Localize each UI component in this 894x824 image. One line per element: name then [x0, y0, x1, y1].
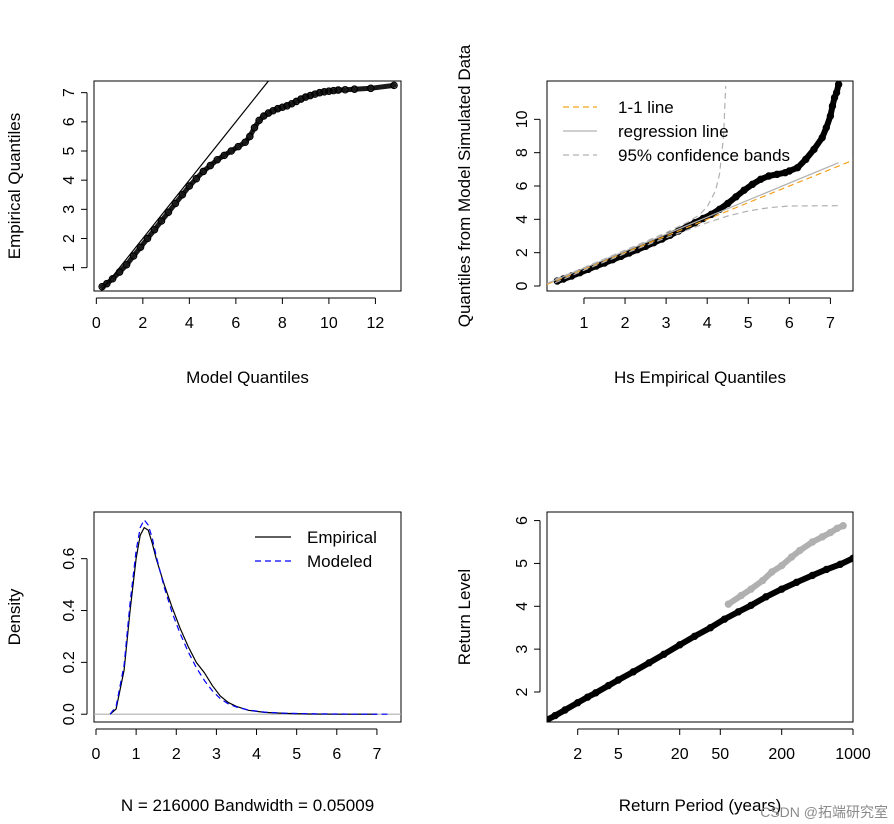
series-line-95-lower-band: [554, 205, 839, 284]
y-tick-label: 3: [61, 205, 78, 214]
y-axis-title: Density: [5, 588, 24, 645]
x-tick-label: 3: [212, 746, 221, 763]
x-tick-label: 4: [185, 315, 194, 332]
panel-qq-simulated-vs-empirical: 1 2 3 4 5 6 7 0 2 4 6 8 10 Hs Empirical Quantiles Quan…: [455, 44, 854, 387]
legend: 1-1 line regression line 95% confidence ba…: [563, 98, 790, 165]
point-cluster: [99, 82, 397, 290]
x-tick-label: 0: [92, 746, 101, 763]
x-tick-label: 2: [172, 746, 181, 763]
x-tick-label: 3: [662, 315, 671, 332]
x-tick-label: 4: [252, 746, 261, 763]
y-tick-label: 0.2: [61, 651, 78, 673]
legend-label-95-confidence-bands: 95% confidence bands: [618, 146, 790, 165]
y-tick-label: 5: [514, 559, 531, 568]
panel-density-comparison: 0 1 2 3 4 5 6 7 0.0 0.2 0.4 0.6 N = 216000 Bandwidth…: [5, 511, 402, 815]
x-tick-label: 4: [703, 315, 712, 332]
x-tick-label: 1: [132, 746, 141, 763]
x-tick-label: 6: [332, 746, 341, 763]
y-tick-label: 4: [514, 602, 531, 611]
plot-frame: [546, 80, 854, 292]
series-line-95-upper-band: [554, 85, 727, 280]
y-axis-title: Empirical Quantiles: [5, 113, 24, 259]
plot-frame: [93, 511, 402, 723]
x-tick-label: 5: [614, 746, 623, 763]
y-tick-label: 0.4: [61, 599, 78, 621]
series-empirical-return-levels: [724, 522, 847, 608]
y-tick-label: 4: [514, 215, 531, 224]
legend-label-regression-line: regression line: [618, 122, 729, 141]
y-tick-label: 10: [514, 110, 531, 128]
y-tick-label: 2: [514, 687, 531, 696]
plot-frame: [93, 80, 402, 292]
y-tick-label: 6: [514, 181, 531, 190]
x-tick-label: 6: [785, 315, 794, 332]
y-tick-label: 2: [514, 248, 531, 257]
x-tick-label: 2: [573, 746, 582, 763]
series-line-1-1-reference: [100, 81, 270, 291]
y-tick-label: 0: [514, 281, 531, 290]
plot-area: [547, 522, 853, 722]
x-tick-label: 1000: [835, 746, 871, 763]
legend-label-1-1-line: 1-1 line: [618, 98, 674, 117]
legend: Empirical Modeled: [255, 528, 377, 571]
x-tick-label: 200: [768, 746, 795, 763]
plot-area: [98, 81, 398, 291]
series-modeled-return-levels: [547, 554, 853, 722]
x-tick-label: 50: [711, 746, 729, 763]
y-tick-label: 2: [61, 234, 78, 243]
x-tick-label: 6: [231, 315, 240, 332]
x-tick-label: 2: [621, 315, 630, 332]
x-axis-title: Return Period (years): [619, 796, 782, 815]
y-tick-label: 7: [61, 88, 78, 97]
y-tick-label: 1: [61, 263, 78, 272]
x-tick-label: 20: [671, 746, 689, 763]
series-line-modeled: [109, 518, 389, 715]
x-axis-title: N = 216000 Bandwidth = 0.05009: [121, 796, 374, 815]
series-quantile-points: [98, 81, 398, 291]
plot-area: [547, 81, 853, 285]
x-tick-label: 8: [278, 315, 287, 332]
y-tick-label: 5: [61, 146, 78, 155]
y-axis-title: Return Level: [455, 569, 474, 665]
panel-return-level-plot: 2 5 20 50 200 1000 2 3 4 5 6 Return Period (years) R…: [455, 511, 871, 815]
x-tick-label: 2: [138, 315, 147, 332]
watermark: CSDN @拓端研究室: [760, 804, 888, 820]
x-tick-label: 5: [744, 315, 753, 332]
series-line-1-1-line: [547, 159, 853, 285]
y-tick-label: 6: [61, 117, 78, 126]
point-cluster: [725, 522, 847, 608]
legend-label-modeled: Modeled: [307, 552, 372, 571]
x-tick-label: 5: [292, 746, 301, 763]
x-tick-label: 12: [367, 315, 385, 332]
x-tick-label: 7: [372, 746, 381, 763]
legend-label-empirical: Empirical: [307, 528, 377, 547]
y-tick-label: 0.0: [61, 703, 78, 725]
y-tick-label: 0.6: [61, 547, 78, 569]
point-cluster: [554, 81, 842, 284]
plot-frame: [546, 511, 854, 723]
y-tick-label: 3: [514, 645, 531, 654]
y-axis-title: Quantiles from Model Simulated Data: [455, 44, 474, 327]
point-cluster: [547, 555, 853, 722]
x-tick-label: 1: [580, 315, 589, 332]
plot-area: [94, 518, 401, 715]
x-axis-title: Model Quantiles: [186, 368, 309, 387]
y-tick-label: 6: [514, 516, 531, 525]
x-tick-label: 10: [320, 315, 338, 332]
series-line-regression-line: [547, 162, 839, 285]
y-tick-label: 8: [514, 148, 531, 157]
x-tick-label: 0: [92, 315, 101, 332]
x-tick-label: 7: [826, 315, 835, 332]
x-axis-title: Hs Empirical Quantiles: [614, 368, 786, 387]
y-tick-label: 4: [61, 176, 78, 185]
